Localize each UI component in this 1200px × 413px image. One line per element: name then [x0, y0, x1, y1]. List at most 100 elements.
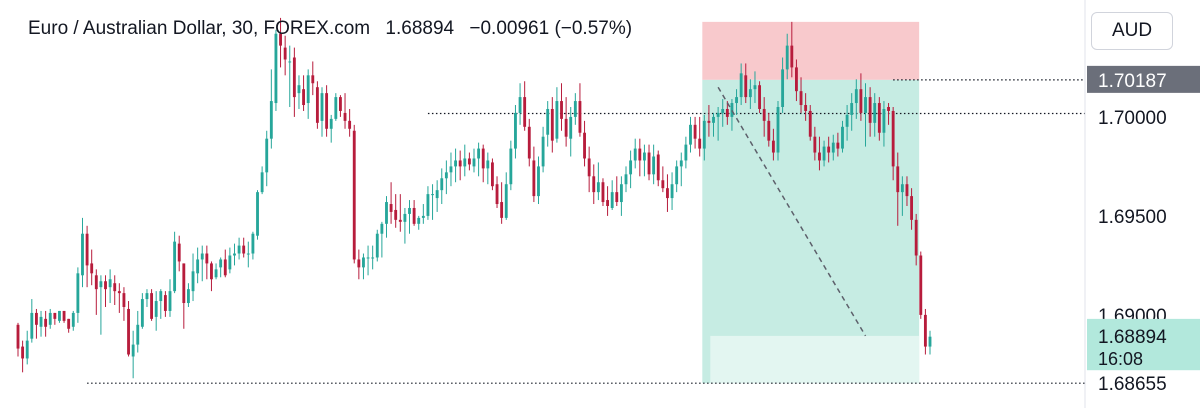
- candle: [596, 162, 600, 201]
- candle-body: [159, 291, 163, 302]
- candle: [656, 150, 660, 187]
- candle: [771, 128, 775, 161]
- candle: [813, 126, 817, 161]
- candle-body: [108, 279, 112, 288]
- candle-body: [781, 69, 785, 107]
- candle-body: [348, 120, 352, 129]
- candle-body: [329, 118, 333, 129]
- candle-body: [721, 108, 725, 113]
- candle-body: [707, 120, 711, 123]
- candle: [767, 112, 771, 147]
- candle: [481, 144, 485, 183]
- candle: [523, 81, 527, 131]
- candle-body: [417, 217, 421, 224]
- candle: [242, 237, 246, 258]
- bar-countdown-label: 16:08: [1098, 349, 1143, 369]
- candle-body: [200, 253, 204, 260]
- candle-body: [739, 73, 743, 98]
- candle: [315, 81, 319, 129]
- candle-body: [642, 152, 646, 161]
- candle: [311, 61, 315, 96]
- currency-button[interactable]: AUD: [1091, 12, 1173, 50]
- candle: [716, 107, 720, 141]
- candle: [564, 97, 568, 147]
- candle-body: [283, 47, 287, 60]
- candle: [16, 322, 20, 357]
- candle-body: [693, 124, 697, 139]
- candle-body: [785, 45, 789, 70]
- candle-body: [684, 144, 688, 161]
- price-tag-background: [1087, 65, 1200, 93]
- candle-body: [440, 178, 444, 191]
- candle-body: [794, 67, 798, 92]
- candle: [841, 120, 844, 153]
- candle: [53, 312, 57, 325]
- candle-body: [486, 160, 490, 169]
- candle-body: [104, 281, 107, 290]
- candle-body: [48, 312, 52, 325]
- candle: [210, 261, 213, 292]
- dashed-trend-line: [717, 86, 867, 337]
- candle: [67, 318, 71, 333]
- candle: [458, 150, 462, 181]
- candle: [131, 330, 135, 379]
- candle: [698, 116, 702, 157]
- candle-body: [864, 97, 867, 113]
- candle-body: [804, 105, 808, 111]
- candle: [440, 168, 444, 205]
- candle-body: [675, 166, 679, 185]
- candle-body: [357, 259, 361, 268]
- candle: [108, 269, 112, 304]
- candle-body: [81, 233, 84, 276]
- candle: [435, 180, 439, 212]
- candle-body: [771, 140, 775, 153]
- candle: [150, 289, 154, 321]
- candle-body: [21, 346, 25, 359]
- candle: [647, 144, 651, 181]
- candle: [905, 176, 909, 206]
- candle: [868, 87, 872, 137]
- candle-body: [251, 233, 255, 254]
- candle: [601, 178, 605, 206]
- candle: [274, 29, 278, 111]
- candle-body: [896, 166, 900, 193]
- candle: [205, 245, 209, 280]
- candle-body: [458, 160, 462, 167]
- current-price-label: 1.68894: [1098, 327, 1167, 348]
- candle: [449, 152, 453, 187]
- candle: [689, 116, 692, 153]
- candle-body: [30, 312, 34, 339]
- stop-loss-zone: [702, 21, 920, 80]
- candle-body: [302, 89, 306, 106]
- candle-body: [214, 269, 218, 278]
- candle-body: [39, 316, 43, 327]
- candle: [71, 310, 75, 331]
- candle-body: [233, 253, 236, 256]
- candle-body: [610, 192, 614, 208]
- candle-body: [85, 233, 89, 266]
- candle: [25, 330, 29, 365]
- candle-body: [841, 126, 844, 149]
- candle: [486, 152, 490, 185]
- candle-body: [725, 108, 729, 117]
- candle: [186, 283, 190, 307]
- candle: [228, 247, 232, 274]
- candle: [431, 184, 434, 220]
- candle: [140, 293, 144, 329]
- candle: [712, 112, 715, 137]
- candle-body: [652, 156, 656, 175]
- candle-body: [265, 138, 269, 173]
- candle: [808, 105, 812, 141]
- candle: [237, 237, 241, 260]
- candle: [831, 134, 835, 161]
- candle-body: [380, 223, 384, 234]
- candle-body: [67, 318, 71, 329]
- candle: [366, 245, 370, 276]
- candle-body: [246, 253, 250, 255]
- candle: [292, 47, 296, 117]
- candle-body: [154, 301, 158, 317]
- candle-body: [58, 310, 61, 321]
- trend-line: [717, 86, 867, 337]
